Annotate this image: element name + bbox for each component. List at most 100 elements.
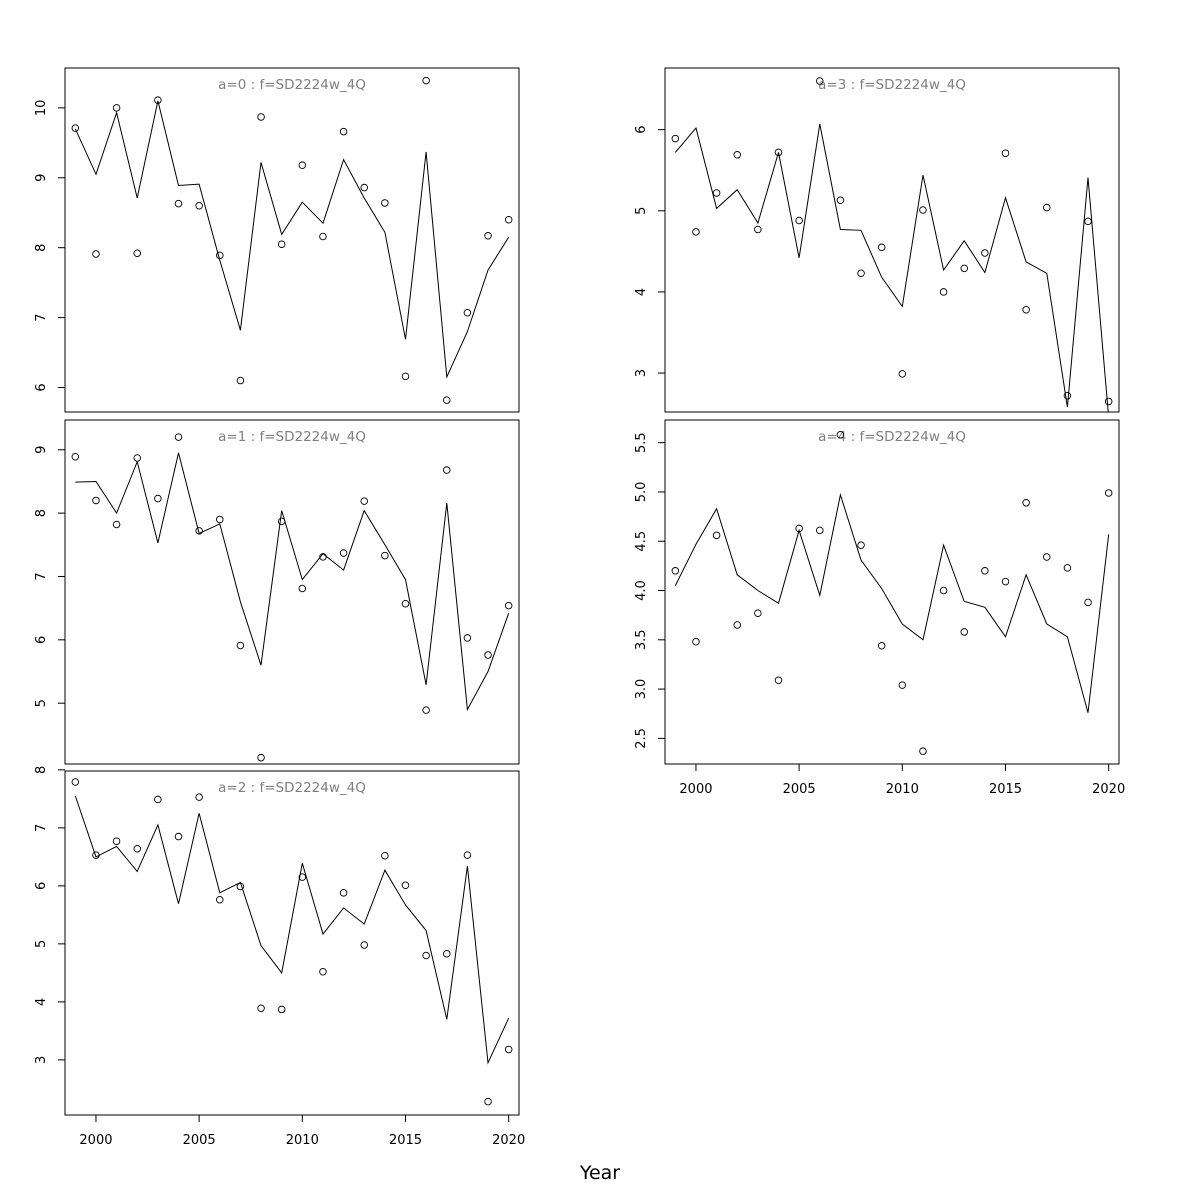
- data-point: [236, 376, 245, 385]
- panel-title: a=1 : f=SD2224w_4Q: [218, 429, 366, 445]
- data-point: [754, 609, 762, 617]
- panel-3: a=3 : f=SD2224w_4Q 3 4 5 6: [634, 67, 1120, 413]
- plot-area: [671, 77, 1113, 412]
- data-point: [671, 567, 680, 575]
- data-point: [92, 250, 100, 258]
- data-point: [1043, 553, 1051, 561]
- series-line: [75, 452, 510, 712]
- data-point: [133, 844, 141, 853]
- data-point: [484, 1097, 492, 1106]
- data-point: [339, 127, 348, 136]
- data-point: [981, 567, 989, 575]
- data-point: [174, 832, 183, 841]
- series-line: [674, 492, 1110, 713]
- x-tick-label: 2015: [389, 1133, 422, 1148]
- data-point: [360, 941, 368, 949]
- y-tick-label: 10: [34, 100, 49, 117]
- data-point: [195, 527, 203, 535]
- data-point: [443, 396, 451, 404]
- data-point: [919, 747, 927, 755]
- y-tick-label: 3.0: [634, 679, 649, 700]
- data-point: [236, 882, 245, 891]
- panel-title: a=3 : f=SD2224w_4Q: [818, 77, 966, 93]
- x-tick-label: 2015: [989, 782, 1022, 797]
- data-point: [754, 225, 762, 234]
- y-tick-label: 5: [34, 940, 49, 948]
- y-tick-label: 4: [34, 998, 49, 1006]
- data-point: [443, 949, 451, 958]
- y-tick-label: 6: [34, 383, 49, 391]
- data-point: [71, 778, 80, 786]
- data-point: [422, 706, 430, 714]
- data-point: [504, 215, 513, 224]
- data-point: [319, 232, 327, 241]
- panel-title: a=0 : f=SD2224w_4Q: [218, 77, 366, 93]
- data-point: [463, 634, 472, 642]
- data-point: [816, 526, 824, 535]
- y-tick-label: 8: [34, 766, 49, 774]
- data-point: [195, 793, 203, 801]
- data-point: [692, 638, 700, 646]
- data-point: [277, 1005, 286, 1014]
- data-point: [960, 264, 968, 273]
- x-tick-label: 2000: [679, 782, 712, 797]
- series-line: [74, 795, 510, 1065]
- data-point: [112, 104, 121, 112]
- y-tick-label: 3: [634, 369, 649, 377]
- data-point: [257, 753, 265, 762]
- x-tick-label: 2005: [783, 782, 816, 797]
- plot-frame: [664, 67, 1120, 413]
- plot-frame: [64, 67, 520, 413]
- y-tick-label: 9: [34, 446, 49, 454]
- x-tick-label: 2020: [492, 1133, 525, 1148]
- data-point: [216, 515, 224, 524]
- data-point: [154, 795, 162, 804]
- data-point: [381, 199, 389, 207]
- data-point: [484, 232, 492, 240]
- data-point: [360, 183, 368, 192]
- panel-2: a=2 : f=SD2224w_4Q 3 4 5 6 7 8 2000 2005 2010 2015…: [34, 766, 525, 1148]
- plot-frame: [64, 770, 520, 1116]
- panel-title: a=2 : f=SD2224w_4Q: [218, 780, 366, 796]
- data-point: [712, 189, 721, 197]
- data-point: [774, 676, 783, 684]
- data-point: [257, 113, 265, 121]
- data-point: [898, 681, 907, 689]
- data-point: [381, 851, 389, 860]
- data-point: [1001, 149, 1010, 157]
- data-point: [298, 584, 307, 593]
- data-point: [857, 541, 865, 549]
- data-point: [154, 494, 162, 503]
- data-point: [836, 196, 845, 204]
- data-point: [92, 851, 100, 859]
- data-point: [1104, 489, 1113, 497]
- y-tick-label: 3: [34, 1056, 49, 1064]
- data-point: [174, 433, 183, 441]
- data-point: [1104, 397, 1113, 406]
- data-point: [1084, 217, 1092, 226]
- data-point: [319, 553, 327, 561]
- plot-area: [671, 431, 1113, 755]
- series-line: [674, 123, 1109, 412]
- data-point: [319, 967, 327, 976]
- y-tick-label: 4.5: [634, 531, 649, 552]
- plot-area: [71, 433, 513, 762]
- data-point: [712, 531, 721, 540]
- y-tick-label: 2.5: [634, 728, 649, 749]
- plot-area: [71, 778, 513, 1106]
- data-point: [836, 431, 845, 439]
- y-tick-label: 6: [34, 882, 49, 890]
- data-point: [1084, 598, 1092, 607]
- y-tick-label: 8: [34, 509, 49, 517]
- data-point: [71, 124, 80, 132]
- x-axis-label: Year: [579, 1162, 620, 1184]
- data-point: [381, 551, 389, 560]
- data-point: [277, 240, 286, 248]
- x-tick-label: 2010: [886, 782, 919, 797]
- data-point: [939, 586, 948, 595]
- data-point: [733, 151, 741, 159]
- series-line: [74, 100, 510, 379]
- y-tick-label: 3.5: [634, 629, 649, 650]
- y-tick-label: 4: [634, 288, 649, 296]
